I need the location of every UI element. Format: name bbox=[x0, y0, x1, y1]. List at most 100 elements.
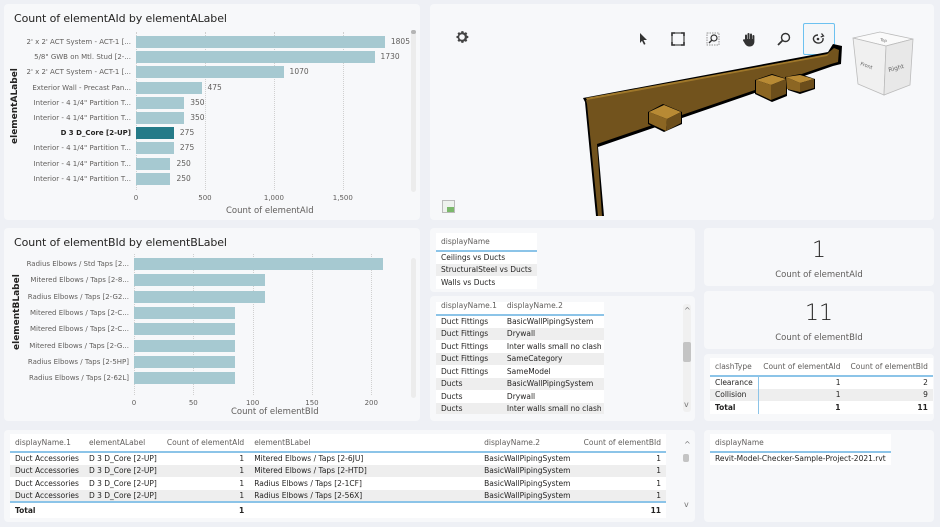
fit-view-icon[interactable] bbox=[667, 28, 689, 50]
table-cell: Radius Elbows / Taps [2-56X] bbox=[249, 489, 480, 502]
display-name-slicer: displayName Ceilings vs Ducts Structural… bbox=[436, 233, 537, 289]
category-label[interactable]: Exterior Wall - Precast Pan... bbox=[32, 83, 131, 92]
table-row[interactable]: Ducts Inter walls small no clash bbox=[436, 402, 604, 414]
category-label[interactable]: Mitered Elbows / Taps [2-C... bbox=[29, 308, 129, 317]
table-cell: Radius Elbows / Taps [2-1CF] bbox=[254, 478, 362, 488]
table-row[interactable]: Duct Fittings BasicWallPipingSystem bbox=[436, 315, 604, 328]
bar[interactable] bbox=[136, 142, 174, 155]
bar[interactable] bbox=[134, 274, 265, 287]
bar[interactable] bbox=[134, 355, 235, 368]
slicer-item[interactable]: Ceilings vs Ducts bbox=[441, 253, 506, 263]
pair-table-viewport[interactable]: displayName.1 displayName.2 Duct Fitting… bbox=[436, 302, 604, 414]
slicer-header: displayName bbox=[436, 233, 537, 252]
category-label[interactable]: 5/8" GWB on Mtl. Stud [2-... bbox=[34, 53, 131, 62]
pair-table-card: displayName.1 displayName.2 Duct Fitting… bbox=[430, 296, 695, 421]
chart-a-scroll-thumb[interactable] bbox=[411, 30, 416, 34]
chart-a-card: Count of elementAId by elementALabel ele… bbox=[4, 4, 420, 220]
viewcube-top-label: Top bbox=[879, 37, 888, 43]
total-cell bbox=[479, 501, 579, 518]
category-label[interactable]: Radius Elbows / Taps [2-62L] bbox=[29, 374, 129, 383]
slicer-item[interactable]: Walls vs Ducts bbox=[441, 277, 496, 287]
bar[interactable] bbox=[136, 96, 185, 109]
file-name-cell[interactable]: Revit-Model-Checker-Sample-Project-2021.… bbox=[715, 454, 886, 464]
table-row[interactable]: Duct Accessories D 3 D_Core [2-UP] 1 Mitere… bbox=[10, 452, 666, 465]
x-tick-label: 1,000 bbox=[263, 194, 284, 202]
category-label[interactable]: 2' x 2' ACT System - ACT-1 [... bbox=[26, 68, 131, 77]
bar[interactable] bbox=[136, 172, 171, 185]
view-cube[interactable]: Top Front Right bbox=[850, 29, 916, 97]
table-row[interactable]: Ducts BasicWallPipingSystem bbox=[436, 377, 604, 390]
table-row[interactable]: Duct Fittings SameCategory bbox=[436, 352, 604, 365]
bar[interactable] bbox=[136, 66, 284, 79]
table-cell: 1 bbox=[578, 464, 666, 477]
bar[interactable] bbox=[136, 36, 385, 48]
clash-total-label: Total bbox=[710, 401, 759, 414]
kpi-b-value: 11 bbox=[805, 301, 833, 326]
detail-header: Count of elementAId bbox=[161, 434, 250, 453]
bar[interactable] bbox=[136, 127, 174, 140]
table-cell: Duct Accessories bbox=[10, 464, 84, 477]
table-cell: BasicWallPipingSystem bbox=[501, 377, 604, 390]
x-tick-label: 1,500 bbox=[332, 194, 353, 202]
zoom-icon[interactable] bbox=[773, 28, 795, 50]
bar[interactable] bbox=[134, 258, 384, 270]
pair-scroll-thumb[interactable] bbox=[683, 342, 691, 362]
table-row[interactable]: Duct Accessories D 3 D_Core [2-UP] 1 Radius… bbox=[10, 477, 666, 490]
model-viewer[interactable]: Top Front Right bbox=[430, 4, 934, 220]
kpi-a-value: 1 bbox=[812, 238, 826, 263]
clash-type-cell: Clearance bbox=[710, 376, 759, 389]
table-cell: Ducts bbox=[441, 391, 463, 401]
table-row[interactable]: Duct Fittings SameModel bbox=[436, 365, 604, 378]
select-icon[interactable] bbox=[632, 28, 654, 50]
detail-header: displayName.2 bbox=[479, 434, 579, 453]
table-row[interactable]: Ducts Drywall bbox=[436, 390, 604, 403]
category-label[interactable]: Mitered Elbows / Taps [2-G... bbox=[29, 341, 129, 350]
category-label[interactable]: Mitered Elbows / Taps [2-C... bbox=[29, 325, 129, 334]
table-row[interactable]: Duct Fittings Inter walls small no clash bbox=[436, 340, 604, 353]
category-label[interactable]: Interior - 4 1/4" Partition T... bbox=[33, 144, 131, 153]
category-label[interactable]: Interior - 4 1/4" Partition T... bbox=[33, 159, 131, 168]
bar[interactable] bbox=[136, 112, 185, 124]
bar[interactable] bbox=[134, 339, 235, 352]
scroll-down-arrow[interactable]: v bbox=[684, 500, 689, 509]
settings-gear-icon[interactable] bbox=[451, 26, 473, 48]
bar[interactable] bbox=[134, 372, 235, 385]
category-label[interactable]: Radius Elbows / Std Taps [2... bbox=[26, 260, 129, 268]
category-label[interactable]: Radius Elbows / Taps [2-5HP] bbox=[27, 357, 129, 366]
category-label[interactable]: Interior - 4 1/4" Partition T... bbox=[33, 98, 131, 107]
chart-a-scrollbar[interactable] bbox=[411, 30, 416, 192]
table-row[interactable]: Duct Accessories D 3 D_Core [2-UP] 1 Radius… bbox=[10, 489, 666, 502]
table-cell: D 3 D_Core [2-UP] bbox=[88, 454, 157, 464]
table-row[interactable]: Duct Fittings Drywall bbox=[436, 327, 604, 340]
detail-scroll-thumb[interactable] bbox=[683, 454, 689, 462]
table-row[interactable]: Duct Accessories D 3 D_Core [2-UP] 1 Mitere… bbox=[10, 464, 666, 477]
file-header: displayName bbox=[710, 434, 891, 453]
table-cell: Mitered Elbows / Taps [2-6JU] bbox=[254, 454, 364, 464]
bar[interactable] bbox=[136, 157, 171, 170]
category-label[interactable]: D 3 D_Core [2-UP] bbox=[60, 129, 131, 138]
table-cell: BasicWallPipingSystem bbox=[484, 478, 571, 488]
category-label[interactable]: Mitered Elbows / Taps [2-8... bbox=[30, 276, 129, 285]
detail-table-scrollbar[interactable]: ^ v bbox=[683, 438, 691, 514]
pan-icon[interactable] bbox=[738, 28, 760, 50]
scroll-up-arrow[interactable]: ^ bbox=[684, 440, 691, 449]
3d-model-render[interactable] bbox=[430, 4, 934, 220]
category-label[interactable]: Interior - 4 1/4" Partition T... bbox=[33, 114, 131, 122]
scroll-up-arrow[interactable]: ^ bbox=[684, 306, 691, 315]
kpi-card-element-a: 1 Count of elementAId bbox=[704, 228, 934, 286]
pair-table-scrollbar[interactable]: ^ v bbox=[683, 304, 691, 412]
category-label[interactable]: Radius Elbows / Taps [2-G2... bbox=[27, 292, 129, 301]
scroll-down-arrow[interactable]: v bbox=[684, 400, 689, 409]
bar[interactable] bbox=[136, 51, 375, 64]
category-label[interactable]: 2' x 2' ACT System - ACT-1 [... bbox=[26, 38, 131, 46]
bar[interactable] bbox=[136, 81, 202, 94]
bar[interactable] bbox=[134, 323, 235, 336]
category-label[interactable]: Interior - 4 1/4" Partition T... bbox=[33, 174, 131, 183]
chart-b-scrollbar[interactable] bbox=[411, 258, 416, 398]
clash-count-b-cell: 2 bbox=[923, 378, 928, 388]
zoom-window-icon[interactable] bbox=[702, 28, 724, 50]
bar[interactable] bbox=[134, 290, 265, 303]
slicer-item[interactable]: StructuralSteel vs Ducts bbox=[436, 263, 537, 276]
clash-header-count-a: Count of elementAId bbox=[758, 358, 846, 377]
bar[interactable] bbox=[134, 306, 235, 319]
